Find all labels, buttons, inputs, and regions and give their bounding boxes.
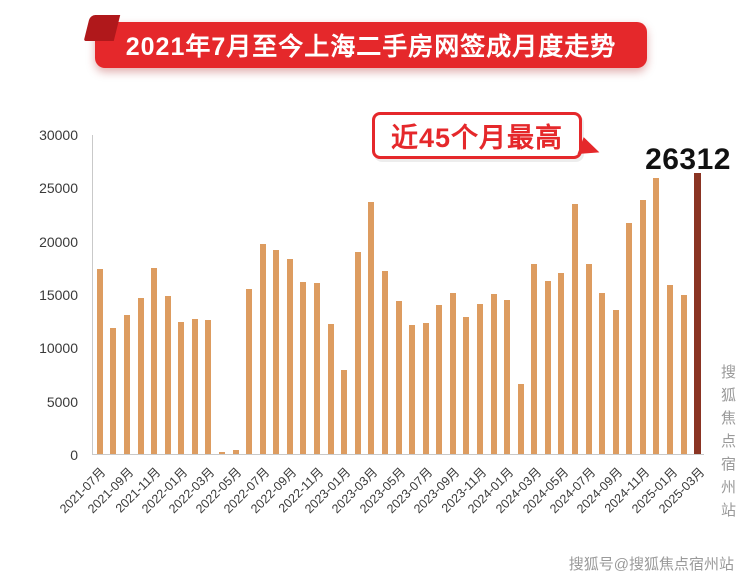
bar-2021-12 <box>161 296 175 454</box>
bar-2024-12 <box>650 177 664 454</box>
bar-2022-11 <box>310 283 324 454</box>
y-axis: 0 5000 10000 15000 20000 25000 30000 <box>0 127 86 463</box>
bar-2024-06 <box>568 204 582 454</box>
bar-2022-07 <box>256 243 270 454</box>
bar-2023-08 <box>432 304 446 454</box>
chart-title: 2021年7月至今上海二手房网签成月度走势 <box>125 33 617 61</box>
bar-2021-09 <box>120 315 134 454</box>
bar-2023-05 <box>392 301 406 454</box>
bar-2022-02 <box>188 318 202 454</box>
bar-2023-01 <box>337 369 351 454</box>
y-tick-label: 0 <box>70 447 78 463</box>
bar-2022-09 <box>283 258 297 454</box>
watermark-vertical: 搜狐焦点宿州站 <box>719 364 736 525</box>
y-tick-label: 20000 <box>39 233 78 250</box>
bar-2021-11 <box>147 268 161 454</box>
bar-2025-03 <box>690 173 704 454</box>
bar-2025-01 <box>663 285 677 454</box>
bar-2022-01 <box>174 321 188 454</box>
bar-2023-09 <box>446 292 460 454</box>
bar-2024-10 <box>623 222 637 454</box>
max-value-label: 26312 <box>645 143 731 176</box>
bar-2023-04 <box>378 270 392 454</box>
bar-2022-10 <box>297 282 311 454</box>
y-tick-label: 10000 <box>39 340 78 357</box>
annotation-callout: 近45个月最高 <box>372 112 603 161</box>
bar-2021-08 <box>107 328 121 454</box>
y-tick-label: 30000 <box>39 127 78 143</box>
banner-ribbon-fold <box>83 15 121 41</box>
bar-2024-08 <box>595 292 609 454</box>
bar-2021-10 <box>134 298 148 454</box>
title-banner: 2021年7月至今上海二手房网签成月度走势 <box>83 15 647 68</box>
annotation-text: 近45个月最高 <box>391 123 564 153</box>
bar-2024-04 <box>541 281 555 454</box>
bar-2024-02 <box>514 383 528 454</box>
bar-2024-11 <box>636 200 650 454</box>
bar-2024-09 <box>609 310 623 454</box>
watermark-bottom: 搜狐号@搜狐焦点宿州站 <box>564 553 734 574</box>
bar-2024-01 <box>500 300 514 454</box>
y-tick-label: 25000 <box>39 180 78 197</box>
bar-2022-06 <box>242 288 256 454</box>
bar-2022-12 <box>324 323 338 454</box>
plot-area <box>92 135 704 455</box>
bar-2025-02 <box>677 295 691 454</box>
bar-2023-11 <box>473 303 487 454</box>
bar-2022-04 <box>215 451 229 454</box>
bar-2023-03 <box>365 202 379 454</box>
bars <box>93 135 704 454</box>
bar-2022-05 <box>229 449 243 454</box>
bar-2024-07 <box>582 264 596 454</box>
bar-2021-07 <box>93 269 107 454</box>
bar-2023-10 <box>460 317 474 454</box>
y-tick-label: 15000 <box>39 287 78 303</box>
bar-2023-02 <box>351 252 365 454</box>
bar-2022-08 <box>270 250 284 454</box>
bar-2024-05 <box>555 272 569 454</box>
bar-2023-06 <box>405 324 419 454</box>
bar-2023-07 <box>419 322 433 454</box>
bar-2024-03 <box>528 264 542 454</box>
bar-2023-12 <box>487 294 501 454</box>
y-tick-label: 5000 <box>46 393 78 410</box>
bar-2022-03 <box>202 319 216 454</box>
